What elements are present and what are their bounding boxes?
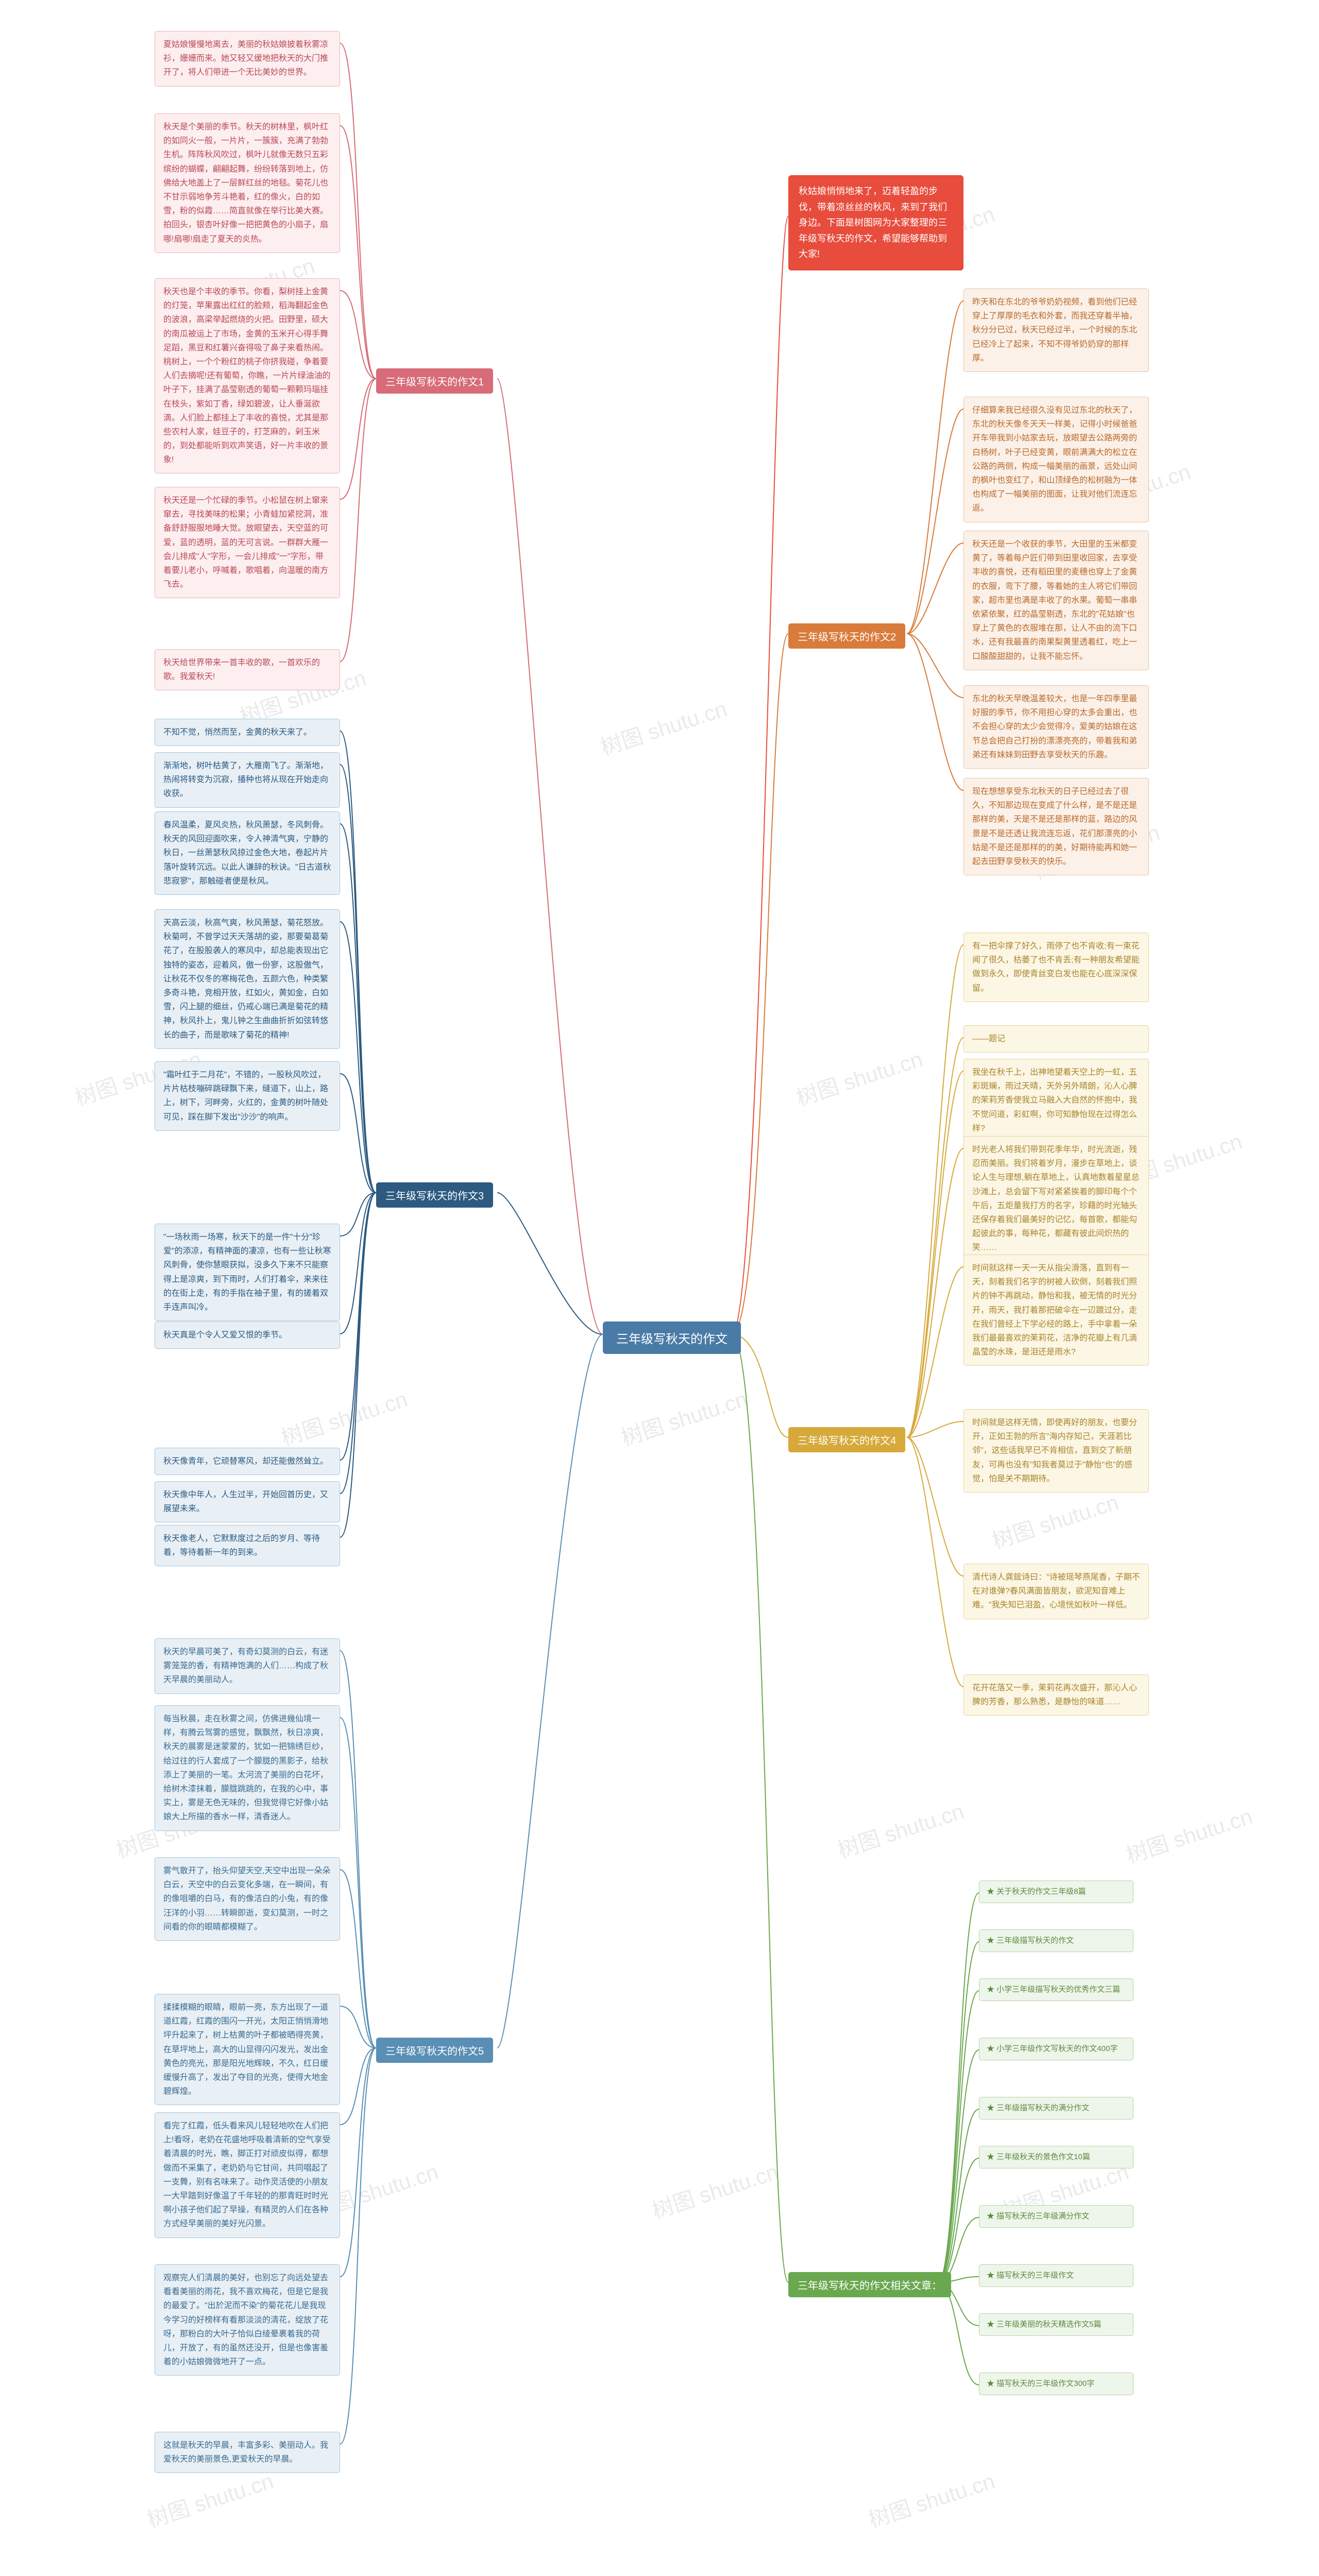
leaf-b5-3: 揉揉模糊的眼睛，眼前一亮，东方出现了一道道红霞，红霞的围闪一开光，太阳正悄悄滑地… bbox=[155, 1994, 340, 2105]
leaf-b6-4: ★ 三年级描写秋天的满分作文 bbox=[979, 2097, 1134, 2120]
leaf-b3-3: 天高云淡，秋高气爽，秋风萧瑟，菊花怒放。秋菊呵，不曾学过天天落胡的姿，那要菊葛菊… bbox=[155, 909, 340, 1049]
leaf-b1-1: 秋天是个美丽的季节。秋天的树林里，枫叶红的如同火一般，一片片，一簇簇，充满了勃勃… bbox=[155, 113, 340, 253]
leaf-b6-5: ★ 三年级秋天的景色作文10篇 bbox=[979, 2146, 1134, 2168]
leaf-b4-2: 我坐在秋千上，出神地望着天空上的一虹，五彩斑斓，雨过天晴，天外另外晴朗，沁人心脾… bbox=[963, 1059, 1149, 1142]
leaf-b5-6: 这就是秋天的早晨，丰富多彩、美丽动人。我爱秋天的美丽景色,更爱秋天的早晨。 bbox=[155, 2432, 340, 2473]
root-node: 三年级写秋天的作文 bbox=[603, 1321, 741, 1354]
leaf-b2-4: 现在想想享受东北秋天的日子已经过去了很久，不知那边现在变成了什么样，是不是还是那… bbox=[963, 778, 1149, 875]
leaf-b6-0: ★ 关于秋天的作文三年级8篇 bbox=[979, 1880, 1134, 1903]
leaf-b6-8: ★ 三年级美丽的秋天精选作文5篇 bbox=[979, 2313, 1134, 2336]
branch-1: 三年级写秋天的作文1 bbox=[376, 368, 493, 394]
leaf-b2-2: 秋天还是一个收获的季节，大田里的玉米都变黄了，等着每户匠们带到田里收回家，去享受… bbox=[963, 531, 1149, 670]
leaf-b4-1: ——题记 bbox=[963, 1025, 1149, 1053]
leaf-b3-6: 秋天真是个令人又爱又恨的季节。 bbox=[155, 1321, 340, 1349]
leaf-b6-2: ★ 小学三年级描写秋天的优秀作文三篇 bbox=[979, 1978, 1134, 2001]
leaf-b3-9: 秋天像老人，它默默度过之后的岁月、等待着，等待着新一年的到来。 bbox=[155, 1525, 340, 1566]
leaf-b3-7: 秋天像青年，它顽替寒风，却还能傲然耸立。 bbox=[155, 1448, 340, 1475]
leaf-b4-7: 花开花落又一季，茉莉花再次盛开，那沁人心脾的芳香，那么熟悉，是静怡的味道…… bbox=[963, 1674, 1149, 1716]
leaf-b5-2: 雾气散开了，抬头仰望天空,天空中出现一朵朵白云，天空中的白云变化多端，在一瞬间，… bbox=[155, 1857, 340, 1941]
leaf-b3-8: 秋天像中年人，人生过半，开始回首历史，又展望未来。 bbox=[155, 1481, 340, 1522]
watermark: 树图 shutu.cn bbox=[648, 2155, 782, 2225]
leaf-b2-1: 仔细算来我已经很久没有见过东北的秋天了，东北的秋天像冬天天一样美，记得小时候爸爸… bbox=[963, 397, 1149, 522]
leaf-b6-9: ★ 描写秋天的三年级作文300字 bbox=[979, 2372, 1134, 2395]
leaf-b5-1: 每当秋晨，走在秋雾之间，仿佛进幾仙境一样，有腾云驾雾的感觉，飘飘然，秋日凉爽，秋… bbox=[155, 1705, 340, 1831]
watermark: 树图 shutu.cn bbox=[143, 2464, 277, 2534]
watermark: 树图 shutu.cn bbox=[617, 1382, 751, 1452]
leaf-b4-0: 有一把伞撑了好久，雨停了也不肯收;有一束花闻了很久，枯萎了也不肯丢;有一种朋友希… bbox=[963, 933, 1149, 1002]
leaf-b3-5: "一场秋雨一场寒，秋天下的是一件"十分"珍爱"的添凉，有精神面的凄凉，也有一些让… bbox=[155, 1224, 340, 1321]
leaf-b3-4: "霜叶红于二月花"，不错的，一股秋风吹过，片片枯枝嘣碎跳碌飘下来，缝道下，山上，… bbox=[155, 1061, 340, 1131]
watermark: 树图 shutu.cn bbox=[864, 2464, 999, 2534]
leaf-b4-5: 时间就是这样无情，即使再好的朋友，也要分开，正如王勃的所言"海内存知己，天涯若比… bbox=[963, 1409, 1149, 1493]
leaf-b3-2: 春风温柔，夏风炎热，秋风萧瑟，冬风刺骨。秋天的风回迎面吹来，令人神清气爽，宁静的… bbox=[155, 811, 340, 895]
branch-5: 三年级写秋天的作文5 bbox=[376, 2038, 493, 2063]
watermark: 树图 shutu.cn bbox=[277, 1382, 411, 1452]
branch-2: 三年级写秋天的作文2 bbox=[788, 623, 905, 649]
leaf-b1-0: 夏姑娘慢慢地离去，美丽的秋姑娘披着秋雾凉衫，姗姗而来。她又轻又缓地把秋天的大门推… bbox=[155, 31, 340, 87]
watermark: 树图 shutu.cn bbox=[792, 1042, 926, 1112]
leaf-b5-4: 看完了红霞，低头看来风儿轻轻地吹在人们把上!看呀，老奶在花盛地呼吸着清新的空气享… bbox=[155, 2112, 340, 2238]
leaf-b3-0: 不知不觉，悄然而至，金黄的秋天来了。 bbox=[155, 719, 340, 746]
branch-3: 三年级写秋天的作文3 bbox=[376, 1182, 493, 1208]
watermark: 树图 shutu.cn bbox=[1122, 1799, 1256, 1870]
leaf-b2-0: 昨天和在东北的爷爷奶奶视频，看到他们已经穿上了厚厚的毛衣和外套，而我还穿着半袖，… bbox=[963, 289, 1149, 372]
leaf-b2-3: 东北的秋天早晚温差较大，也是一年四季里最好服的季节，你不用担心穿的太多会重出，也… bbox=[963, 685, 1149, 769]
leaf-b4-3: 时光老人将我们带到花季年华，时光流逝，残忍而美丽。我们将着岁月，漫步在草地上，谈… bbox=[963, 1136, 1149, 1262]
leaf-b1-3: 秋天还是一个忙碌的季节。小松鼠在树上窜来窜去，寻找美味的松果；小青蛙加紧挖洞，准… bbox=[155, 487, 340, 598]
watermark: 树图 shutu.cn bbox=[988, 1485, 1122, 1555]
leaf-b6-3: ★ 小学三年级作文写秋天的作文400字 bbox=[979, 2038, 1134, 2060]
branch-4: 三年级写秋天的作文4 bbox=[788, 1427, 905, 1452]
leaf-b1-4: 秋天给世界带来一首丰收的歌，一首欢乐的歌。我爱秋天! bbox=[155, 649, 340, 690]
leaf-b6-7: ★ 描写秋天的三年级作文 bbox=[979, 2264, 1134, 2287]
leaf-b4-6: 清代诗人龚鋐诗曰："诗被瑶琴燕尾香，子期不在对谁弹?春风满面皆朋友，欲泥知音难上… bbox=[963, 1564, 1149, 1619]
leaf-b3-1: 渐渐地，树叶枯黄了，大雁南飞了。渐渐地，热闹将转变为沉寂，播种也将从现在开始走向… bbox=[155, 752, 340, 808]
leaf-b6-6: ★ 描写秋天的三年级满分作文 bbox=[979, 2205, 1134, 2228]
watermark: 树图 shutu.cn bbox=[596, 691, 731, 762]
watermark: 树图 shutu.cn bbox=[833, 1794, 968, 1865]
leaf-b5-5: 观察完人们清晨的美好，也别忘了向远处望去看看美丽的雨花，我不喜欢梅花，但是它是我… bbox=[155, 2264, 340, 2376]
leaf-b4-4: 时间就这样一天一天从指尖滑落，直到有一天，刻着我们名字的树被人砍倒，刻着我们照片… bbox=[963, 1255, 1149, 1366]
branch-6: 三年级写秋天的作文相关文章： bbox=[788, 2272, 951, 2297]
leaf-b6-1: ★ 三年级描写秋天的作文 bbox=[979, 1929, 1134, 1952]
leaf-b1-2: 秋天也是个丰收的季节。你看，梨树挂上金黄的灯笼，苹果露出红红的脸颊，稻海翻起金色… bbox=[155, 278, 340, 473]
leaf-b5-0: 秋天的早晨可美了，有奇幻莫测的白云，有迷雾笼笼的香，有精神饱满的人们……构成了秋… bbox=[155, 1638, 340, 1694]
intro-node: 秋姑娘悄悄地来了，迈着轻盈的步伐，带着凉丝丝的秋风，来到了我们身边。下面是树图网… bbox=[788, 175, 963, 270]
